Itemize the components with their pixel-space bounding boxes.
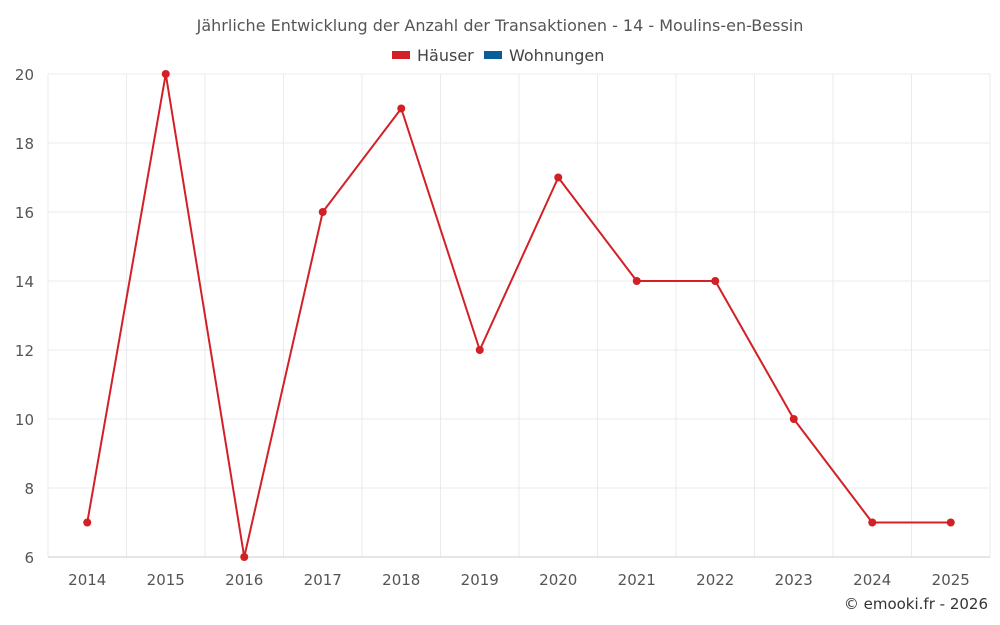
series-line-0 (86, 73, 951, 558)
y-tick-label: 16 (15, 204, 34, 222)
x-axis-ticks: 2014 2015 2016 2017 2018 2019 2020 2021 2022 2023… (68, 571, 970, 589)
data-point[interactable] (554, 173, 563, 182)
data-point[interactable] (318, 208, 327, 216)
data-point[interactable] (161, 70, 170, 78)
y-tick-label: 10 (15, 411, 34, 429)
x-tick-label: 2024 (853, 571, 891, 589)
y-tick-label: 8 (24, 480, 34, 498)
grid (47, 73, 991, 557)
series-layer (83, 70, 955, 561)
data-point[interactable] (789, 415, 798, 423)
y-tick-label: 14 (15, 273, 34, 291)
y-axis-ticks: 6 8 10 12 14 16 18 20 (15, 66, 34, 567)
x-tick-label: 2015 (147, 571, 185, 589)
legend-swatch-wohnungen (484, 51, 502, 59)
x-tick-label: 2018 (382, 571, 420, 589)
y-tick-label: 6 (24, 549, 34, 567)
x-tick-label: 2025 (932, 571, 970, 589)
x-tick-label: 2019 (461, 571, 499, 589)
x-tick-label: 2023 (775, 571, 813, 589)
y-tick-label: 18 (15, 135, 34, 153)
chart-title: Jährliche Entwicklung der Anzahl der Tra… (196, 16, 804, 35)
data-point[interactable] (475, 346, 484, 354)
x-tick-label: 2021 (618, 571, 656, 589)
data-point[interactable] (240, 553, 249, 561)
data-point[interactable] (83, 518, 92, 527)
y-tick-label: 12 (15, 342, 34, 360)
data-point[interactable] (946, 518, 955, 527)
legend-label-wohnungen[interactable]: Wohnungen (509, 46, 604, 65)
x-tick-label: 2017 (304, 571, 342, 589)
data-point[interactable] (632, 277, 641, 285)
x-tick-label: 2016 (225, 571, 263, 589)
legend: Häuser Wohnungen (392, 46, 604, 65)
data-point[interactable] (397, 104, 406, 113)
y-tick-label: 20 (15, 66, 34, 84)
x-tick-label: 2014 (68, 571, 106, 589)
legend-label-haeuser[interactable]: Häuser (417, 46, 474, 65)
data-point[interactable] (711, 277, 720, 285)
legend-swatch-haeuser (392, 51, 410, 59)
x-tick-label: 2022 (696, 571, 734, 589)
credit: © emooki.fr - 2026 (844, 595, 988, 613)
x-tick-label: 2020 (539, 571, 577, 589)
data-point[interactable] (868, 518, 877, 527)
